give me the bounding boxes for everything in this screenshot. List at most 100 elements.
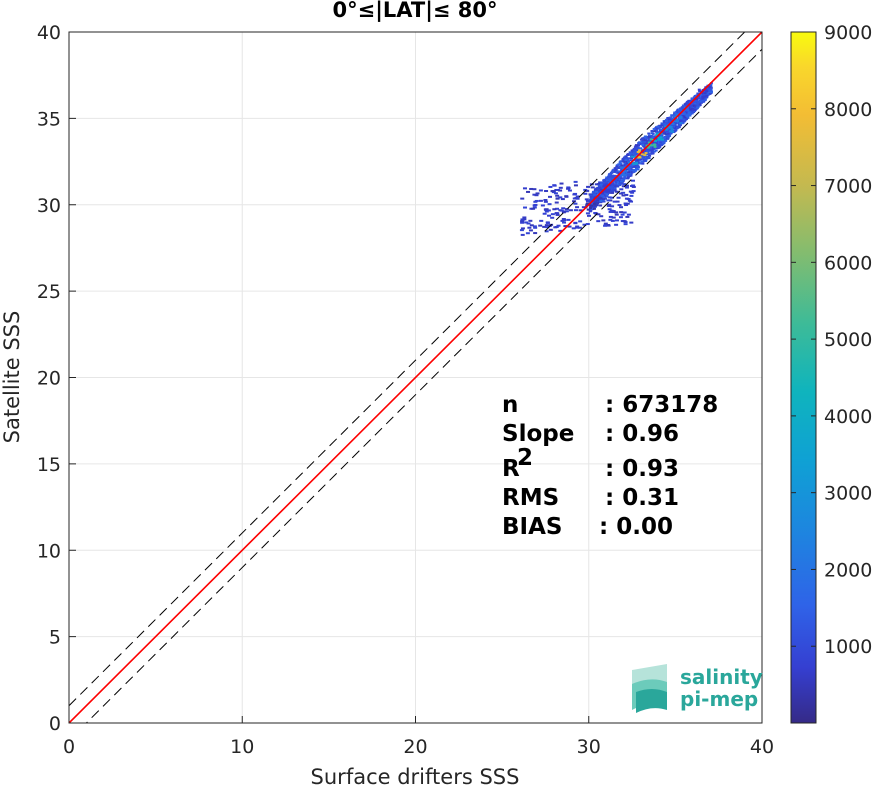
density-cell	[693, 106, 697, 109]
density-cell	[650, 130, 654, 133]
density-cell	[631, 190, 636, 193]
density-cell-core	[604, 185, 608, 188]
density-cell	[596, 213, 601, 216]
density-cell	[636, 166, 640, 169]
density-cell	[585, 212, 590, 215]
density-cell	[597, 184, 601, 187]
density-cell	[664, 118, 668, 121]
density-cell	[545, 226, 550, 229]
stat-value: : 0.93	[605, 456, 679, 482]
density-cell-core	[598, 197, 602, 200]
density-cell-core	[645, 144, 649, 147]
density-cell	[681, 104, 685, 107]
density-cell	[546, 209, 551, 212]
density-cell	[607, 191, 611, 194]
density-cell	[610, 205, 615, 208]
density-cell	[555, 197, 560, 200]
density-cell	[623, 175, 627, 178]
density-cell	[660, 143, 664, 146]
density-cell	[621, 194, 626, 197]
density-cell	[630, 191, 635, 194]
density-cell	[674, 121, 678, 124]
density-cell	[642, 149, 646, 152]
density-cell	[637, 144, 641, 147]
density-cell	[618, 216, 623, 219]
density-cell	[550, 216, 555, 219]
density-cell	[636, 157, 640, 160]
density-cell-core	[663, 125, 667, 128]
density-cell	[548, 228, 553, 231]
density-cell	[605, 193, 609, 196]
density-cell-core	[613, 175, 617, 178]
density-cell	[613, 171, 617, 174]
density-cell	[645, 157, 649, 160]
density-cell	[555, 213, 560, 216]
density-cell	[611, 211, 616, 214]
density-cell	[575, 195, 580, 198]
density-cell-core	[669, 125, 673, 128]
density-cell-core	[610, 178, 614, 181]
density-cell	[547, 203, 552, 206]
density-cell-core	[632, 163, 636, 166]
density-cell	[664, 139, 668, 142]
density-cell	[529, 224, 534, 227]
density-cell	[607, 203, 612, 206]
density-cell	[703, 92, 707, 95]
density-cell	[558, 186, 563, 189]
density-cell	[643, 139, 647, 142]
y-tick-label: 40	[37, 22, 61, 44]
density-cell	[680, 119, 684, 122]
density-cell-core	[665, 127, 669, 130]
density-cell	[599, 188, 603, 191]
density-cell	[615, 165, 619, 168]
density-cell	[614, 223, 619, 226]
density-cell	[560, 219, 565, 222]
density-cell	[544, 210, 549, 213]
density-cell	[519, 229, 524, 232]
density-cell-core	[701, 95, 705, 98]
density-cell-core	[599, 204, 603, 207]
density-cell	[682, 120, 686, 123]
density-cell	[632, 170, 636, 173]
regression-line	[69, 32, 762, 723]
density-cell	[615, 171, 619, 174]
density-cell	[573, 221, 578, 224]
y-tick-label: 30	[37, 195, 61, 217]
density-cell	[538, 189, 543, 192]
density-cell	[643, 159, 647, 162]
density-cell	[534, 194, 539, 197]
stat-value: : 0.96	[605, 421, 679, 447]
density-cell	[654, 149, 658, 152]
density-cell	[529, 187, 534, 190]
density-cell	[682, 118, 686, 121]
density-cell	[615, 181, 619, 184]
density-cell	[631, 185, 636, 188]
density-cell	[635, 159, 639, 162]
density-cell	[664, 120, 668, 123]
density-cell	[520, 197, 525, 200]
density-cell	[542, 225, 547, 228]
density-cell-core	[657, 137, 661, 140]
density-cell	[544, 190, 549, 193]
density-cell	[591, 202, 595, 205]
salinity-pi-mep-logo: salinity pi-mep	[632, 664, 763, 713]
density-cell	[643, 136, 647, 139]
density-cell	[668, 132, 672, 135]
density-cell	[564, 210, 569, 213]
density-cell	[522, 216, 527, 219]
stats-box: n: 673178 Slope: 0.96 R2: 0.93 RMS: 0.31 BIA…	[502, 392, 718, 540]
density-cell	[639, 158, 643, 161]
density-cell	[589, 194, 593, 197]
density-cell	[601, 194, 605, 197]
stat-value: : 673178	[605, 392, 718, 418]
density-cell	[547, 214, 552, 217]
density-cell	[615, 167, 619, 170]
density-cell	[659, 141, 663, 144]
density-cell-core	[661, 138, 665, 141]
density-cell	[532, 206, 537, 209]
density-cell	[692, 99, 696, 102]
density-cell	[667, 117, 671, 120]
density-cell	[524, 221, 529, 224]
density-cell	[577, 226, 582, 229]
